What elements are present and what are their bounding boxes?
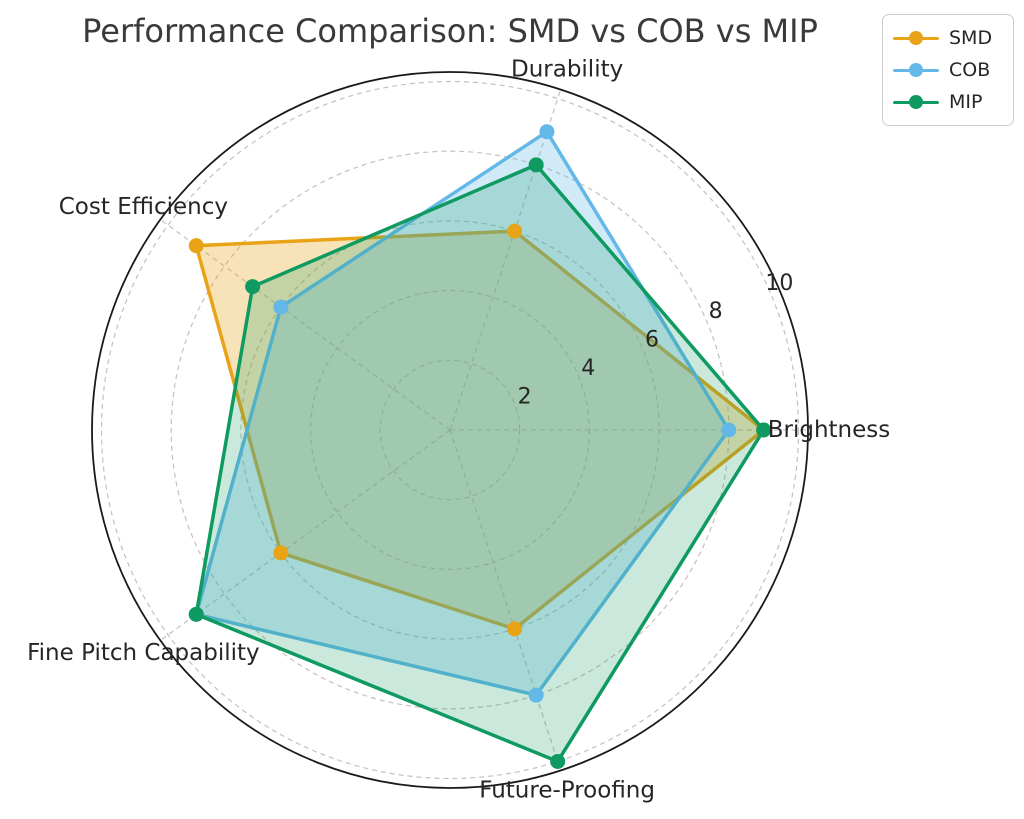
legend: SMD COB MIP <box>882 14 1014 126</box>
data-point-mip-fine-pitch-capability <box>188 606 204 622</box>
radial-tick-label: 8 <box>709 299 723 324</box>
legend-label-cob: COB <box>949 58 991 81</box>
data-point-cob-cost-efficiency <box>273 299 289 315</box>
data-point-cob-future-proofing <box>528 687 544 703</box>
category-label-brightness: Brightness <box>768 417 891 443</box>
series-fill-smd <box>196 231 764 629</box>
radial-tick-label: 6 <box>645 328 659 353</box>
axis-spoke <box>449 429 562 771</box>
radial-tick-label: 2 <box>518 384 532 409</box>
data-point-cob-durability <box>539 124 555 140</box>
grid-circle <box>379 359 521 501</box>
data-point-mip-cost-efficiency <box>245 279 261 295</box>
data-point-mip-brightness <box>756 422 772 438</box>
category-label-durability: Durability <box>511 57 623 83</box>
series-fill-mip <box>196 164 764 762</box>
data-point-mip-durability <box>528 157 544 173</box>
series-outline-smd <box>194 229 766 631</box>
legend-item-cob: COB <box>893 54 1003 86</box>
chart-title: Performance Comparison: SMD vs COB vs MI… <box>82 12 818 50</box>
legend-item-mip: MIP <box>893 86 1003 118</box>
category-label-future-proofing: Future-Proofing <box>479 777 655 803</box>
legend-label-smd: SMD <box>949 26 993 49</box>
series-outline-cob <box>194 129 731 697</box>
axis-spoke <box>449 89 562 431</box>
legend-marker-smd-icon <box>893 31 939 45</box>
outer-ring <box>91 71 809 789</box>
data-point-smd-future-proofing <box>507 621 523 637</box>
legend-marker-mip-icon <box>893 95 939 109</box>
legend-label-mip: MIP <box>949 90 983 113</box>
axis-spoke <box>160 429 451 641</box>
legend-item-smd: SMD <box>893 22 1003 54</box>
data-point-mip-future-proofing <box>550 753 566 769</box>
data-point-cob-brightness <box>721 422 737 438</box>
radial-tick-label: 4 <box>581 356 595 381</box>
grid-circle <box>100 80 800 780</box>
series-outline-mip <box>194 163 766 764</box>
radial-tick-label: 10 <box>765 271 793 296</box>
data-point-smd-cost-efficiency <box>188 238 204 254</box>
axis-spoke <box>160 219 451 431</box>
data-point-smd-durability <box>507 223 523 239</box>
data-point-smd-fine-pitch-capability <box>273 545 289 561</box>
legend-marker-cob-icon <box>893 63 939 77</box>
category-label-fine-pitch-capability: Fine Pitch Capability <box>27 640 260 666</box>
category-label-cost-efficiency: Cost Efficiency <box>59 194 228 220</box>
series-fill-cob <box>196 131 729 696</box>
